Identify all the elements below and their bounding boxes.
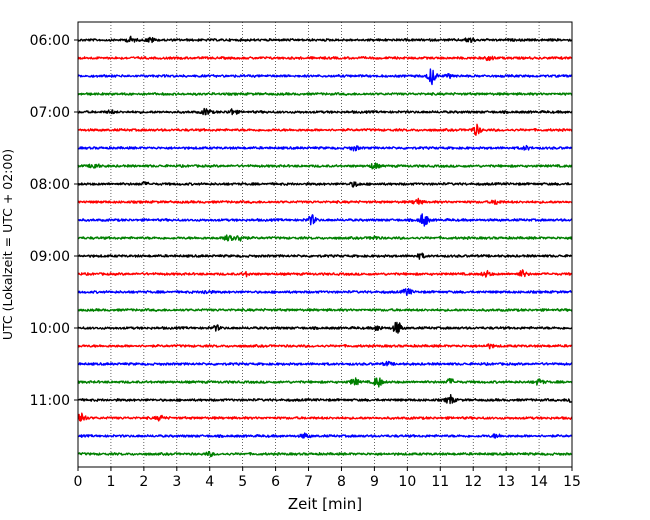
y-tick-label: 10:00 [30, 321, 70, 337]
trace-line [77, 55, 573, 62]
y-tick-label: 06:00 [30, 33, 70, 49]
x-tick-label: 12 [464, 474, 482, 490]
x-tick-label: 8 [337, 474, 346, 490]
trace-line [77, 123, 573, 136]
plot-frame [77, 21, 573, 468]
trace-line [77, 343, 573, 350]
x-tick-label: 1 [106, 474, 115, 490]
trace-line [77, 181, 573, 188]
trace-line [77, 360, 573, 367]
trace-line [77, 451, 573, 458]
trace-line [77, 412, 573, 422]
seismic-traces [77, 35, 573, 458]
x-tick-label: 11 [431, 474, 449, 490]
trace-line [77, 107, 573, 116]
x-tick-label: 13 [497, 474, 515, 490]
x-tick-label: 7 [304, 474, 313, 490]
y-tick-label: 07:00 [30, 105, 70, 121]
trace-line [77, 394, 573, 405]
trace-line [77, 197, 573, 205]
trace-line [77, 234, 573, 242]
x-tick-label: 2 [139, 474, 148, 490]
x-tick-label: 5 [238, 474, 247, 490]
y-axis-title: UTC (Lokalzeit = UTC + 02:00) [0, 149, 15, 340]
x-axis-title: Zeit [min] [288, 495, 362, 513]
trace-line [77, 432, 573, 439]
y-tick-label: 11:00 [30, 393, 70, 409]
trace-line [77, 68, 573, 86]
x-tick-label: 0 [74, 474, 83, 490]
trace-line [77, 144, 573, 152]
x-axis-ticks: 0 1 2 3 4 5 6 7 8 9 10 11 12 13 14 15 [74, 467, 581, 490]
trace-line [77, 269, 573, 278]
x-tick-label: 3 [172, 474, 181, 490]
trace-line [77, 287, 573, 296]
trace-line [77, 308, 573, 312]
x-tick-label: 15 [563, 474, 581, 490]
y-tick-label: 08:00 [30, 177, 70, 193]
x-tick-label: 4 [205, 474, 214, 490]
y-tick-label: 09:00 [30, 249, 70, 265]
trace-line [77, 377, 573, 388]
x-tick-label: 9 [370, 474, 379, 490]
y-axis-ticks: 06:00 07:00 08:00 09:00 10:00 11:00 [30, 33, 78, 409]
trace-line [77, 92, 573, 96]
vertical-grid [110, 22, 540, 467]
x-tick-label: 10 [398, 474, 416, 490]
trace-line [77, 35, 573, 44]
trace-line [77, 321, 573, 334]
trace-line [77, 252, 573, 260]
x-tick-label: 14 [530, 474, 548, 490]
trace-line [77, 162, 573, 170]
trace-line [77, 213, 573, 227]
x-tick-label: 6 [271, 474, 280, 490]
